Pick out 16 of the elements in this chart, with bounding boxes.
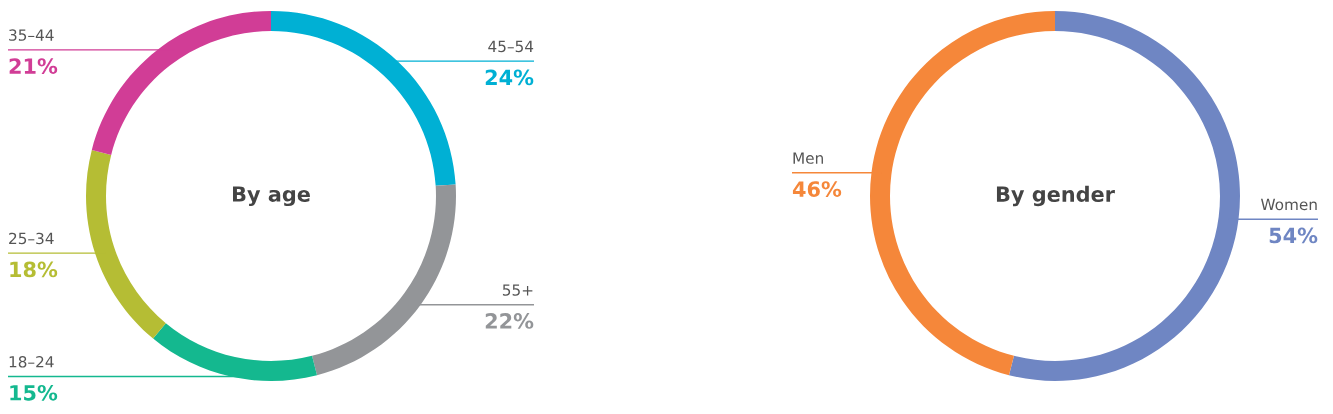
slice-label: 18–24: [9, 356, 54, 368]
slice-label: Women: [1260, 198, 1317, 211]
slice-label: 25–34: [9, 232, 54, 245]
data-label: 54%: [1269, 227, 1318, 244]
slice-label: 35–44: [9, 29, 54, 41]
slice-label: 55+: [502, 284, 533, 296]
data-label: 24%: [485, 69, 534, 86]
data-label: 22%: [485, 313, 534, 329]
slice-label: 45–54: [488, 40, 534, 53]
data-label: 18%: [10, 261, 58, 278]
text: By gender: [996, 185, 1115, 207]
data-label: 21%: [9, 58, 58, 74]
text: By age: [233, 186, 310, 207]
data-label: 46%: [792, 181, 842, 197]
slice-label: Men: [793, 152, 823, 164]
data-label: 15%: [10, 384, 58, 401]
